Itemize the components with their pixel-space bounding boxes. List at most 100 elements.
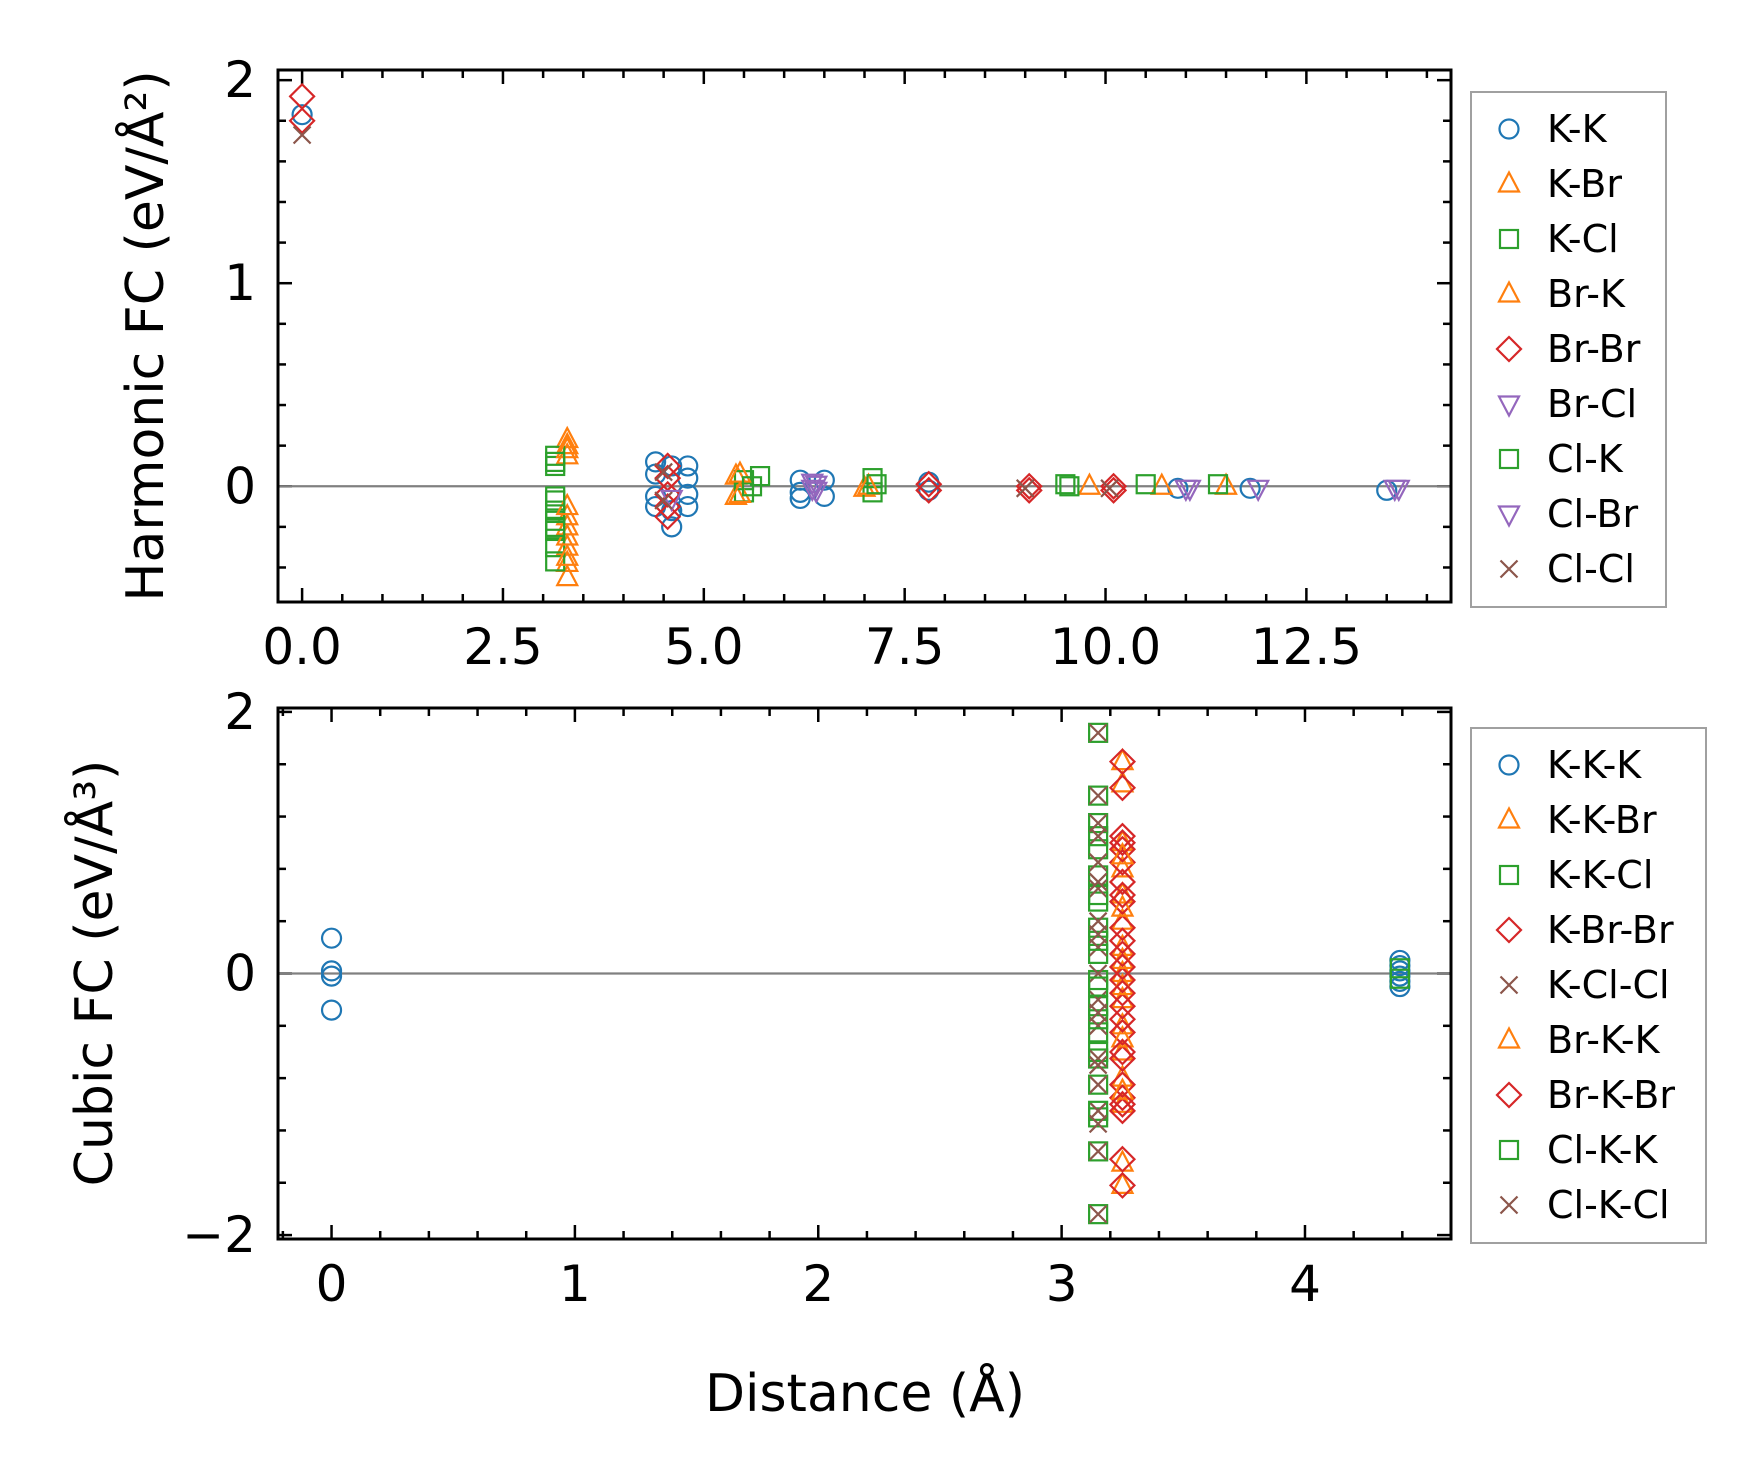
series-cl-k-cl — [1088, 813, 1108, 1134]
data-point — [1088, 879, 1108, 898]
legend-label: Br-K-K — [1547, 1018, 1661, 1062]
legend-marker — [1498, 754, 1520, 776]
legend-label: Cl-K-Cl — [1547, 1183, 1670, 1227]
legend-marker — [1498, 448, 1520, 470]
data-point — [1088, 1009, 1109, 1030]
legend-marker — [1497, 806, 1521, 829]
data-point — [1088, 722, 1109, 743]
data-point — [1108, 914, 1137, 942]
legend-label: Br-Cl — [1547, 382, 1637, 426]
data-point — [1059, 476, 1080, 497]
legend-marker — [1497, 395, 1521, 418]
y-tick-label: 2 — [224, 51, 256, 109]
data-point — [555, 425, 580, 449]
series-cl-cl — [292, 125, 1119, 510]
data-point — [1149, 472, 1174, 495]
data-point — [1088, 826, 1108, 846]
data-point — [862, 468, 883, 489]
x-tick-label: 10.0 — [1050, 618, 1161, 676]
data-point — [1110, 855, 1135, 878]
data-point — [1110, 841, 1135, 865]
data-point — [1100, 472, 1128, 500]
data-point — [1110, 894, 1135, 917]
legend-label: K-Br-Br — [1547, 908, 1674, 952]
x-tick-label: 0 — [316, 1255, 348, 1313]
data-point — [1088, 976, 1109, 997]
legend-marker — [1498, 864, 1520, 886]
data-point — [1088, 865, 1109, 886]
data-point — [728, 480, 752, 503]
data-point — [555, 431, 580, 455]
data-point — [1088, 723, 1108, 743]
data-point — [654, 462, 673, 482]
data-point — [918, 479, 940, 501]
data-point — [1088, 996, 1109, 1017]
data-point — [789, 481, 811, 503]
x-tick-label: 5.0 — [664, 618, 744, 676]
data-point — [1108, 927, 1137, 955]
data-point — [1088, 1003, 1108, 1023]
data-point — [866, 474, 887, 495]
data-point — [1207, 474, 1229, 495]
series-cl-br — [804, 475, 1411, 505]
data-point — [1135, 474, 1156, 495]
data-point — [1110, 1077, 1135, 1100]
legend-marker — [1499, 1195, 1519, 1215]
data-point — [291, 104, 313, 126]
legend-label: K-Br — [1547, 162, 1622, 206]
data-point — [800, 479, 825, 503]
data-point — [1108, 774, 1137, 802]
data-point — [1178, 479, 1202, 503]
data-point — [288, 107, 316, 135]
data-point — [659, 489, 684, 513]
data-point — [1088, 1055, 1108, 1075]
data-point — [1108, 1145, 1137, 1173]
y-tick-label: 2 — [224, 683, 256, 741]
data-point — [1246, 479, 1271, 503]
legend-marker — [1499, 975, 1519, 995]
data-point — [1015, 476, 1043, 504]
data-point — [1088, 1016, 1108, 1036]
data-point — [545, 500, 566, 521]
legend-label: K-Cl — [1547, 217, 1619, 261]
data-point — [1088, 1101, 1108, 1121]
data-point — [1108, 1071, 1137, 1099]
data-point — [1088, 1141, 1109, 1162]
data-point — [1108, 979, 1137, 1007]
data-point — [320, 965, 343, 987]
data-point — [1108, 1090, 1137, 1118]
legend-label: Cl-K-K — [1547, 1128, 1658, 1172]
data-point — [1088, 1041, 1109, 1063]
data-point — [1110, 1025, 1135, 1048]
harmonic-plot-frame — [276, 68, 1453, 604]
data-point — [1088, 813, 1108, 833]
data-point — [1077, 472, 1102, 495]
y-tick-label: −2 — [182, 1206, 256, 1264]
legend-marker — [1497, 280, 1521, 303]
data-point — [1108, 881, 1137, 909]
x-tick-label: 3 — [1046, 1255, 1078, 1313]
data-point — [1088, 911, 1108, 931]
cubic-y-axis-title: Cubic FC (eV/Å³) — [63, 760, 125, 1187]
data-point — [1088, 917, 1109, 938]
data-point — [1100, 479, 1119, 498]
cubic-legend: K-K-K K-K-Br K-K-Cl K-Br-Br K-Cl-Cl Br-K-K Br-… — [1470, 727, 1707, 1244]
data-point — [1088, 1100, 1109, 1121]
data-point — [1108, 829, 1137, 857]
x-tick-label: 1 — [559, 1255, 591, 1313]
legend-marker — [1498, 228, 1520, 250]
data-point — [1108, 822, 1137, 850]
series-br-k-br — [1108, 829, 1137, 1118]
legend-label: K-Cl-Cl — [1547, 963, 1670, 1007]
series-cl-k — [545, 451, 1080, 537]
series-cl-k-k — [1088, 826, 1410, 1121]
harmonic-y-axis-title: Harmonic FC (eV/Å²) — [114, 70, 176, 601]
data-point — [1088, 1204, 1109, 1225]
legend-label: Br-Br — [1547, 327, 1641, 371]
data-point — [320, 927, 343, 949]
y-tick-label: 0 — [224, 945, 256, 1003]
x-tick-label: 7.5 — [865, 618, 945, 676]
x-axis-title: Distance (Å) — [705, 1362, 1025, 1424]
data-point — [1088, 884, 1109, 906]
